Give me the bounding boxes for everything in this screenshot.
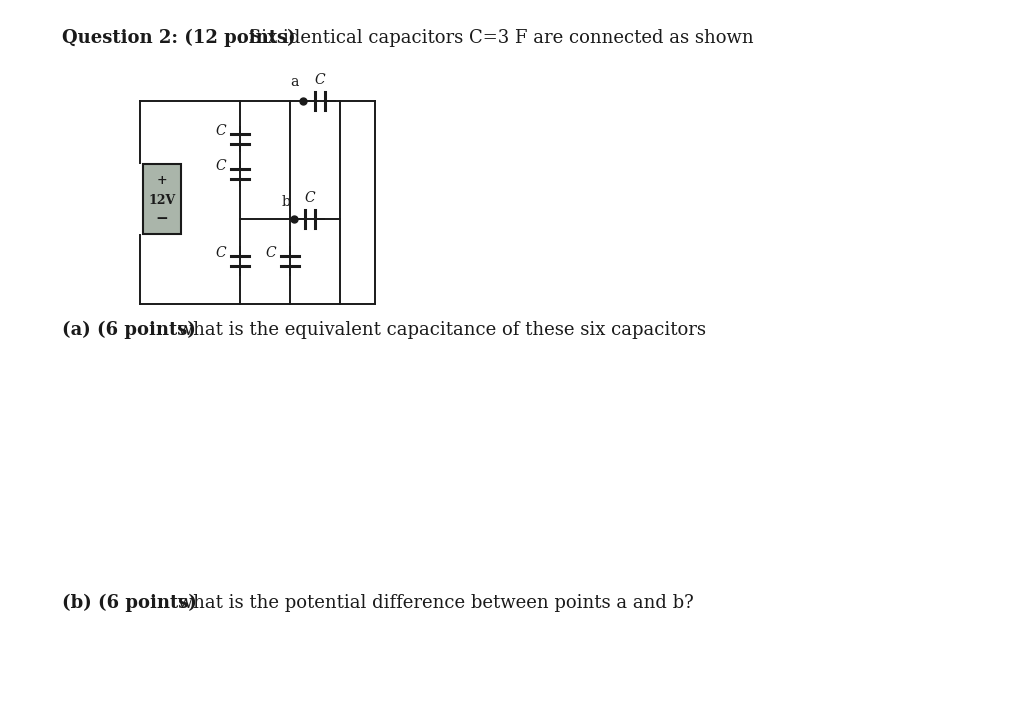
Text: C: C [265,246,276,260]
Text: C: C [305,191,315,205]
Text: : Six identical capacitors C=3 F are connected as shown: : Six identical capacitors C=3 F are con… [237,29,754,47]
Text: Question 2: (12 points): Question 2: (12 points) [62,29,296,48]
Text: what is the equivalent capacitance of these six capacitors: what is the equivalent capacitance of th… [172,321,706,339]
Bar [143,164,181,234]
Text: +: + [157,174,167,187]
Text: C: C [215,159,226,173]
Text: a: a [291,75,299,89]
Text: what is the potential difference between points a and b?: what is the potential difference between… [172,594,693,612]
Text: C: C [215,124,226,138]
Text: −: − [156,212,168,226]
Text: (b) (6 points): (b) (6 points) [62,594,197,613]
Text: C: C [215,246,226,260]
Text: b: b [282,195,290,209]
Text: C: C [314,73,326,87]
Text: (a) (6 points): (a) (6 points) [62,321,196,339]
Text: 12V: 12V [148,194,176,208]
